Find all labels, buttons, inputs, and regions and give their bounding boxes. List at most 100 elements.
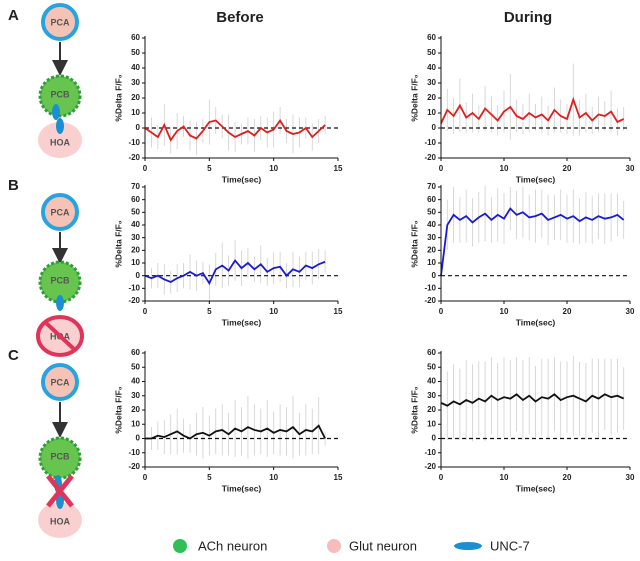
node-label: PCA [50, 17, 70, 27]
unc7 [52, 104, 60, 120]
y-tick-label: 60 [131, 195, 140, 204]
x-tick-label: 10 [500, 164, 509, 173]
pca [41, 3, 79, 41]
y-tick-label: 40 [427, 220, 436, 229]
y-axis-label: %Delta F/F₀ [113, 220, 123, 267]
y-tick-label: 30 [131, 233, 140, 242]
legend-swatch [454, 542, 482, 550]
x-tick-label: 15 [334, 473, 343, 482]
y-tick-label: 0 [432, 271, 437, 280]
y-tick-label: 10 [131, 258, 140, 267]
block-slash [43, 320, 77, 352]
x-axis-label: Time(sec) [222, 174, 262, 184]
y-tick-label: -20 [128, 296, 140, 305]
data-line [440, 96, 625, 124]
diagram-b: B PCA PCB HOA [8, 177, 84, 357]
legend-swatch [327, 539, 341, 553]
legend-label: ACh neuron [198, 538, 267, 553]
node-label: PCA [50, 377, 70, 387]
y-tick-label: 10 [131, 419, 140, 428]
y-tick-label: 60 [131, 348, 140, 357]
x-tick-label: 5 [207, 164, 212, 173]
y-tick-label: 10 [131, 108, 140, 117]
pcb [38, 74, 82, 118]
y-tick-label: 40 [131, 220, 140, 229]
y-tick-label: 20 [131, 93, 140, 102]
unc7 [56, 295, 64, 311]
diagram-c: C PCA HOA PCB [8, 347, 82, 538]
y-tick-label: 20 [131, 405, 140, 414]
node-label: PCB [50, 451, 70, 461]
y-tick-label: 10 [427, 419, 436, 428]
block-x [46, 474, 74, 508]
x-tick-label: 0 [439, 473, 444, 482]
y-tick-label: 30 [427, 391, 436, 400]
column-title: During [504, 9, 552, 26]
y-tick-label: 70 [427, 182, 436, 191]
y-tick-label: 40 [427, 377, 436, 386]
y-tick-label: 50 [131, 207, 140, 216]
hoa [38, 502, 82, 538]
x-tick-label: 30 [626, 473, 635, 482]
x-tick-label: 5 [207, 473, 212, 482]
y-tick-label: 20 [131, 245, 140, 254]
data-line [144, 258, 326, 286]
x-tick-label: 10 [269, 473, 278, 482]
x-tick-label: 30 [626, 307, 635, 316]
x-tick-label: 15 [334, 164, 343, 173]
pca [41, 363, 79, 401]
y-tick-label: 20 [427, 245, 436, 254]
x-tick-label: 10 [269, 307, 278, 316]
y-tick-label: 10 [427, 108, 436, 117]
panel-letter: A [8, 7, 19, 24]
column-title: Before [216, 9, 264, 26]
y-tick-label: -10 [128, 283, 140, 292]
y-axis-label: %Delta F/F₀ [113, 386, 123, 433]
y-tick-label: 40 [131, 63, 140, 72]
x-axis-label: Time(sec) [222, 317, 262, 327]
y-tick-label: 50 [427, 207, 436, 216]
x-tick-label: 0 [439, 164, 444, 173]
y-tick-label: 60 [427, 33, 436, 42]
x-tick-label: 20 [563, 164, 572, 173]
y-tick-label: 30 [427, 78, 436, 87]
y-axis-label: %Delta F/F₀ [409, 220, 419, 267]
y-tick-label: 50 [427, 362, 436, 371]
y-axis-label: %Delta F/F₀ [409, 74, 419, 121]
y-tick-label: -10 [424, 138, 436, 147]
y-tick-label: 60 [131, 33, 140, 42]
y-tick-label: 60 [427, 348, 436, 357]
legend-swatch [173, 539, 187, 553]
y-tick-label: 0 [432, 434, 437, 443]
y-axis-label: %Delta F/F₀ [113, 74, 123, 121]
y-tick-label: 50 [427, 48, 436, 57]
y-tick-label: 50 [131, 362, 140, 371]
y-tick-label: 0 [136, 123, 141, 132]
legend-label: UNC-7 [490, 538, 530, 553]
data-line [440, 393, 625, 407]
y-tick-label: 40 [131, 377, 140, 386]
node-label: PCA [50, 207, 70, 217]
y-tick-label: -20 [128, 462, 140, 471]
x-tick-label: 0 [143, 307, 148, 316]
data-line [144, 118, 326, 142]
hoa [38, 122, 82, 158]
data-line [440, 207, 625, 276]
panel-letter: B [8, 177, 19, 194]
y-tick-label: 30 [131, 391, 140, 400]
y-tick-label: 50 [131, 48, 140, 57]
node-label: HOA [50, 516, 71, 526]
x-tick-label: 30 [626, 164, 635, 173]
y-tick-label: 10 [427, 258, 436, 267]
y-tick-label: 0 [136, 271, 141, 280]
x-tick-label: 0 [143, 164, 148, 173]
y-tick-label: 20 [427, 93, 436, 102]
y-tick-label: 30 [131, 78, 140, 87]
y-tick-label: -10 [128, 138, 140, 147]
y-tick-label: 20 [427, 405, 436, 414]
x-tick-label: 20 [563, 473, 572, 482]
x-tick-label: 0 [143, 473, 148, 482]
x-axis-label: Time(sec) [516, 174, 556, 184]
x-tick-label: 10 [500, 473, 509, 482]
